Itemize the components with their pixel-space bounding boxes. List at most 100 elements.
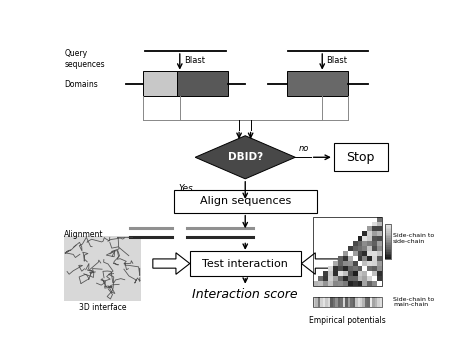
Text: Interaction score: Interaction score	[192, 288, 298, 301]
Bar	[347, 246, 353, 251]
Bar	[384, 245, 391, 247]
Bar	[353, 251, 357, 256]
Bar	[373, 261, 377, 266]
Bar	[333, 261, 338, 266]
Bar	[373, 226, 377, 231]
Bar	[367, 236, 373, 241]
Bar	[338, 266, 343, 271]
Bar	[377, 251, 383, 256]
Bar	[338, 241, 343, 246]
Bar	[373, 266, 377, 271]
Bar	[353, 241, 357, 246]
Bar	[325, 297, 328, 306]
Bar	[377, 236, 383, 241]
Bar	[350, 297, 353, 306]
Bar	[365, 297, 367, 306]
Bar	[384, 235, 391, 236]
Text: Stop: Stop	[346, 151, 375, 164]
Bar	[333, 297, 335, 306]
Bar	[367, 246, 373, 251]
Bar	[323, 271, 328, 276]
Bar	[323, 281, 328, 286]
Bar	[328, 281, 333, 286]
Bar	[335, 297, 338, 306]
Bar	[373, 231, 377, 236]
Bar	[363, 251, 367, 256]
Bar	[353, 266, 357, 271]
Bar	[363, 297, 365, 306]
Bar	[353, 276, 357, 281]
Bar	[360, 297, 363, 306]
Bar	[174, 190, 317, 213]
Bar	[347, 281, 353, 286]
Bar	[318, 276, 323, 281]
Bar	[377, 231, 383, 236]
Bar	[363, 236, 367, 241]
Bar	[333, 266, 338, 271]
Bar	[328, 266, 333, 271]
Bar	[323, 276, 328, 281]
Bar	[316, 297, 318, 306]
Bar	[377, 246, 383, 251]
Bar	[384, 242, 391, 243]
Bar	[373, 276, 377, 281]
Text: Query
sequences: Query sequences	[64, 49, 105, 69]
Bar	[328, 271, 333, 276]
Bar	[363, 271, 367, 276]
Bar	[343, 276, 347, 281]
Bar	[373, 276, 377, 281]
Bar	[347, 271, 353, 276]
Bar	[347, 251, 353, 256]
Bar	[367, 276, 373, 281]
Bar	[367, 266, 373, 271]
Polygon shape	[195, 136, 295, 179]
Bar	[330, 297, 333, 306]
Bar	[345, 297, 347, 306]
Bar	[357, 241, 363, 246]
Bar	[190, 251, 301, 276]
Bar	[334, 143, 388, 171]
Bar	[363, 266, 367, 271]
Bar	[313, 297, 316, 306]
Bar	[353, 271, 357, 276]
Bar	[357, 261, 363, 266]
Bar	[377, 222, 383, 226]
Text: no: no	[299, 144, 310, 153]
Bar	[377, 226, 383, 231]
Bar	[377, 241, 383, 246]
Bar	[363, 261, 367, 266]
Bar	[384, 248, 391, 250]
Bar	[367, 261, 373, 266]
Bar	[377, 297, 380, 306]
Bar	[377, 217, 383, 222]
Bar	[353, 297, 355, 306]
Bar	[343, 261, 347, 266]
Bar	[373, 246, 377, 251]
Bar	[328, 276, 333, 281]
Bar	[377, 281, 383, 286]
Bar	[380, 297, 383, 306]
Bar	[313, 281, 318, 286]
Bar	[367, 281, 373, 286]
Bar	[384, 231, 391, 233]
Bar	[343, 266, 347, 271]
Bar	[377, 261, 383, 266]
Bar	[357, 251, 363, 256]
Bar	[373, 236, 377, 241]
Bar	[367, 226, 373, 231]
Text: Empirical potentials: Empirical potentials	[309, 316, 386, 325]
Bar	[333, 271, 338, 276]
Bar	[363, 266, 367, 271]
Bar	[373, 281, 377, 286]
Bar	[323, 297, 325, 306]
Text: Blast: Blast	[183, 56, 205, 65]
Bar	[384, 250, 391, 252]
Bar	[318, 297, 320, 306]
Bar	[347, 297, 350, 306]
Bar	[313, 297, 383, 306]
Bar	[353, 246, 357, 251]
Bar	[343, 297, 345, 306]
Bar	[377, 256, 383, 261]
Bar	[373, 251, 377, 256]
Bar	[338, 297, 340, 306]
